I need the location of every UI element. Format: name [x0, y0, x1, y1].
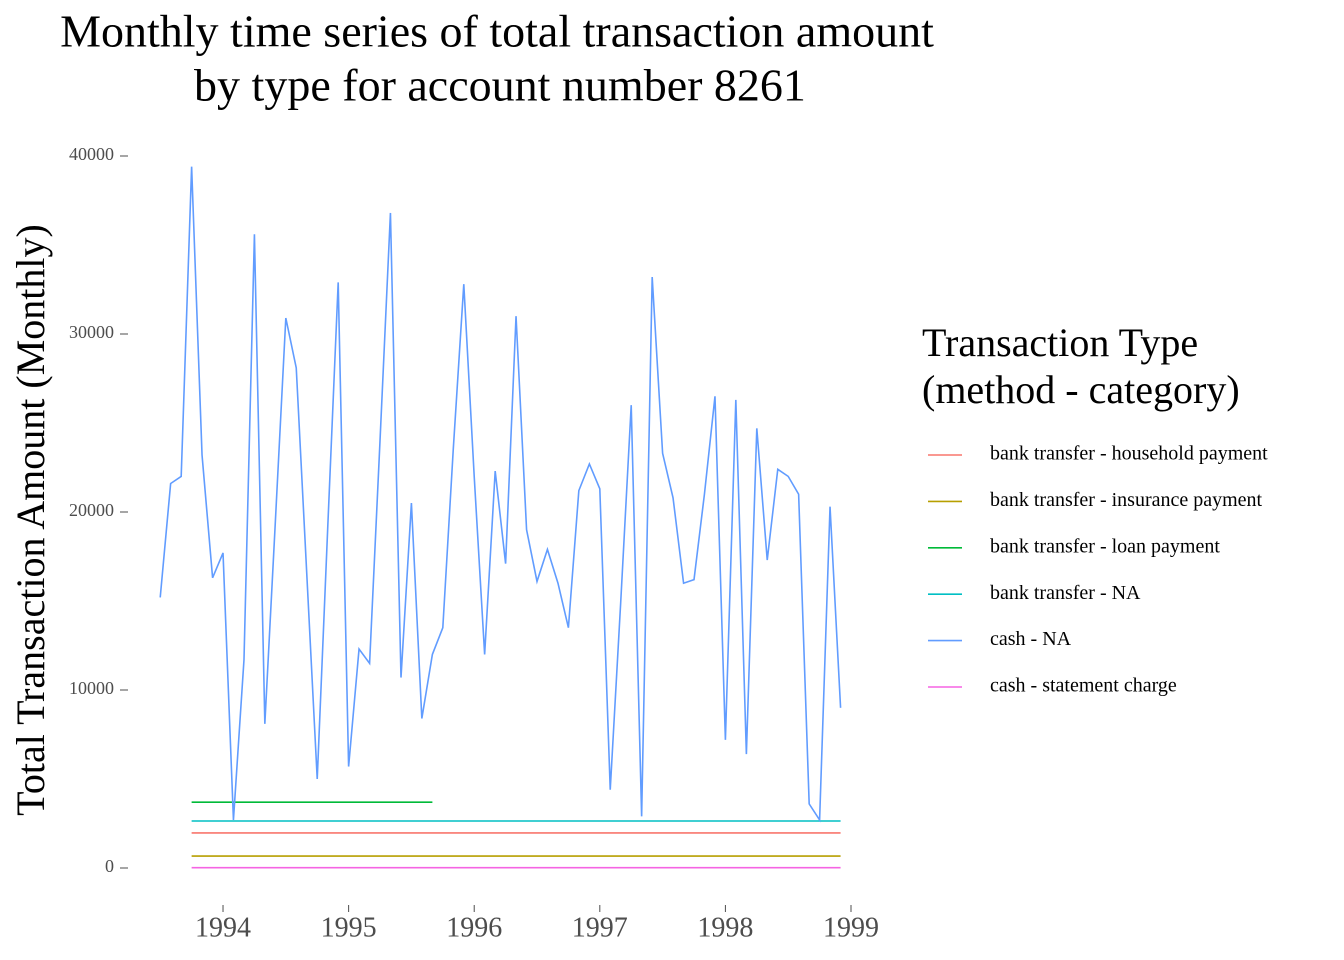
x-tick-label: 1998 [697, 912, 753, 943]
y-tick-label: 20000 [69, 500, 114, 520]
x-tick-label: 1997 [572, 912, 628, 943]
legend-title: Transaction Type [922, 320, 1198, 365]
legend-title: (method - category) [922, 367, 1240, 412]
chart-title: Monthly time series of total transaction… [60, 6, 934, 57]
y-tick-label: 10000 [69, 678, 114, 698]
y-tick-label: 30000 [69, 322, 114, 342]
x-tick-label: 1999 [823, 912, 879, 943]
y-axis-label: Total Transaction Amount (Monthly) [8, 224, 53, 816]
chart-title: by type for account number 8261 [194, 60, 806, 111]
legend-label: bank transfer - NA [990, 582, 1141, 604]
legend-label: bank transfer - loan payment [990, 535, 1220, 557]
legend-label: cash - statement charge [990, 675, 1177, 697]
x-tick-label: 1995 [321, 912, 377, 943]
series-line [159, 166, 842, 823]
legend-label: cash - NA [990, 628, 1072, 650]
legend-label: bank transfer - insurance payment [990, 489, 1263, 511]
legend-label: bank transfer - household payment [990, 443, 1268, 465]
y-tick-label: 0 [105, 856, 114, 876]
y-tick-label: 40000 [69, 144, 114, 164]
x-tick-label: 1994 [195, 912, 251, 943]
x-tick-label: 1996 [446, 912, 502, 943]
